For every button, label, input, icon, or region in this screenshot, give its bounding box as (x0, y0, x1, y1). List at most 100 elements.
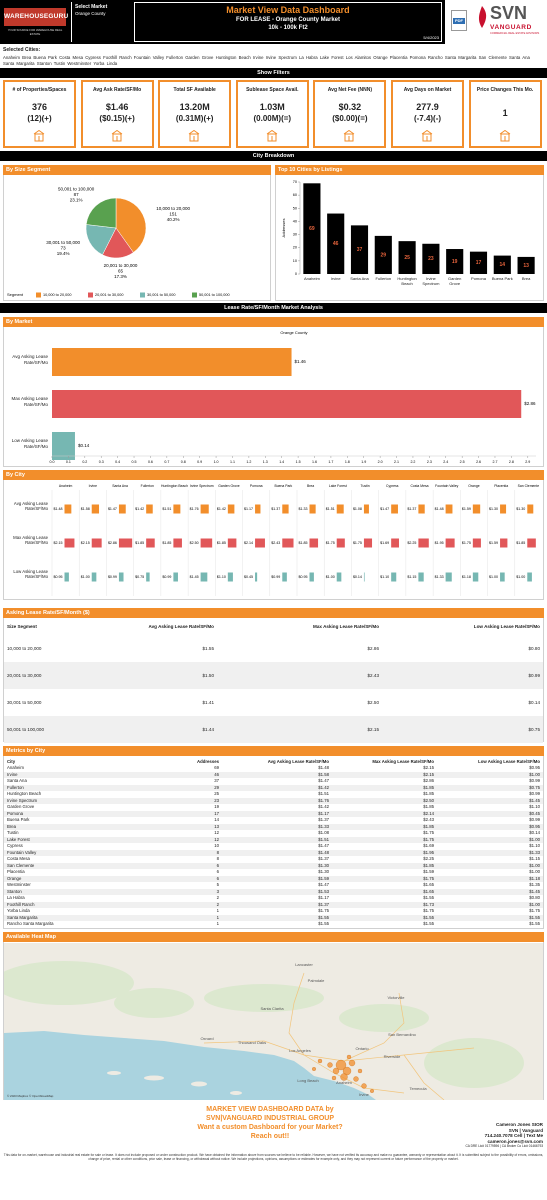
bar (227, 572, 233, 582)
value-label: $2.15 (54, 541, 63, 545)
bar (282, 572, 287, 582)
table-cell: $1.75 (423, 875, 434, 881)
bar (200, 538, 213, 548)
y-tick-label: 70 (293, 180, 297, 184)
value-label: $1.85 (516, 541, 525, 545)
listing-dot (335, 1059, 347, 1071)
kpi-title: Avg Net Fee (NNN) (327, 87, 373, 93)
table-cell: 10,000 to 20,000 (7, 646, 42, 651)
kpi-value: $1.46 (105, 102, 129, 112)
market-label: Select Market (75, 4, 108, 10)
table-cell: $1.48 (318, 849, 329, 855)
value-label: $0.95 (299, 575, 308, 579)
bar (64, 572, 69, 582)
map-label: Ontario (355, 1046, 369, 1051)
row-shade (4, 888, 543, 895)
table-cell: $1.51 (318, 791, 329, 796)
table-cell: Brea (7, 823, 17, 829)
table-cell: $2.25 (423, 856, 434, 861)
bar (52, 390, 522, 418)
table-cell: Irvine (7, 771, 18, 777)
bar (146, 572, 150, 582)
table-cell: 23 (214, 797, 219, 803)
row-shade (4, 836, 543, 843)
table-cell: $1.33 (529, 849, 540, 855)
table-cell: $1.76 (318, 797, 329, 803)
column-label: Tustin (361, 484, 370, 488)
brand-area: PDF SVN VANGUARD COMMERCIAL REAL ESTATE ADV… (445, 0, 547, 44)
icon-top (499, 130, 510, 135)
row-shade (4, 849, 543, 856)
slice-label: 10,000 to 20,000 (156, 206, 190, 211)
bar (374, 235, 392, 274)
value-label: $2.14 (244, 541, 253, 545)
section-bar: Lease Rate/SF/Month Market Analysis (0, 303, 547, 313)
table-cell: $1.30 (318, 862, 329, 868)
value-label: $1.45 (190, 575, 199, 579)
icon-top (421, 130, 433, 135)
kpi-title: # of Properties/Spaces (12, 87, 67, 93)
table-cell: $1.55 (423, 895, 434, 900)
x-tick-label: 2.4 (443, 460, 448, 464)
table-cell: $2.15 (423, 771, 434, 777)
row-label: Low Asking Lease Rate/SF/Mo (11, 438, 48, 449)
section-bar[interactable]: Show Filters (0, 68, 547, 78)
table-cell: $0.80 (529, 895, 540, 900)
table-cell: $1.65 (423, 882, 434, 887)
table-cell: 2 (216, 895, 219, 900)
x-tick-label: Brea (521, 276, 531, 281)
kpi-icon (266, 130, 278, 142)
bar (173, 572, 178, 582)
column-header: Avg Asking Lease Rate/SF/Mo (267, 759, 329, 764)
table-cell: Irvine Spectrum (7, 797, 38, 803)
table-cell: $1.08 (318, 830, 329, 835)
table-cell: $1.85 (423, 804, 434, 809)
bar (446, 249, 464, 274)
value-label: $1.75 (353, 541, 362, 545)
table-cell: $1.50 (202, 673, 215, 678)
row-label: Avg Asking Lease Rate/SF/Mo (12, 354, 48, 365)
brand-name: SVN (490, 3, 528, 23)
panel: Available Heat Map Lancaster Palmdale Victo… (3, 932, 544, 1100)
column-label: Huntington Beach (161, 484, 188, 488)
table-cell: 10 (214, 843, 219, 848)
table-cell: $1.55 (529, 921, 540, 926)
table-cell: $1.42 (318, 804, 329, 809)
x-tick-label: 0.3 (99, 460, 104, 464)
header: WAREHOUSEGURU YOUR SOURCE FOR WAREHOUSE R… (0, 0, 547, 44)
table-cell: Garden Grove (7, 804, 35, 809)
column-label: San Clemente (518, 484, 540, 488)
table-cell: Anaheim (7, 765, 24, 770)
slice-value: 73 (61, 246, 67, 251)
map-road (343, 992, 405, 1062)
x-tick-label: 0.8 (181, 460, 186, 464)
kpi-change: (12)(+) (27, 114, 52, 123)
column-label: Fullerton (141, 484, 154, 488)
x-tick-label: 1.3 (263, 460, 268, 464)
value-label: $1.47 (108, 507, 117, 511)
legend-label: 20,001 to 30,000 (95, 293, 124, 297)
bar (350, 225, 369, 274)
table-cell: $1.85 (423, 784, 434, 790)
table-cell: Buena Park (7, 817, 30, 822)
x-tick-label: Irvine (330, 276, 341, 281)
bar (52, 432, 75, 460)
bar (255, 572, 258, 582)
contact-line: SVN | Vanguard (508, 1127, 543, 1133)
column-label: Placentia (494, 484, 508, 488)
title-frame (134, 2, 442, 42)
listing-dot (357, 1068, 363, 1074)
bar-label: 37 (357, 247, 363, 253)
value-label: $0.75 (135, 575, 144, 579)
bar (173, 504, 181, 514)
table-cell: $0.14 (529, 830, 540, 835)
bar (309, 504, 316, 514)
table-cell: $1.44 (202, 727, 215, 732)
pie-slice (115, 197, 147, 253)
table-cell: $1.55 (318, 921, 329, 926)
table-cell: Tustin (7, 830, 19, 835)
pdf-button[interactable]: PDF (451, 10, 467, 31)
panel: Metrics by City City Addresses Avg Asking L… (3, 746, 544, 929)
column-label: Irvine Spectrum (190, 484, 214, 488)
table-cell: Westminster (7, 882, 31, 887)
